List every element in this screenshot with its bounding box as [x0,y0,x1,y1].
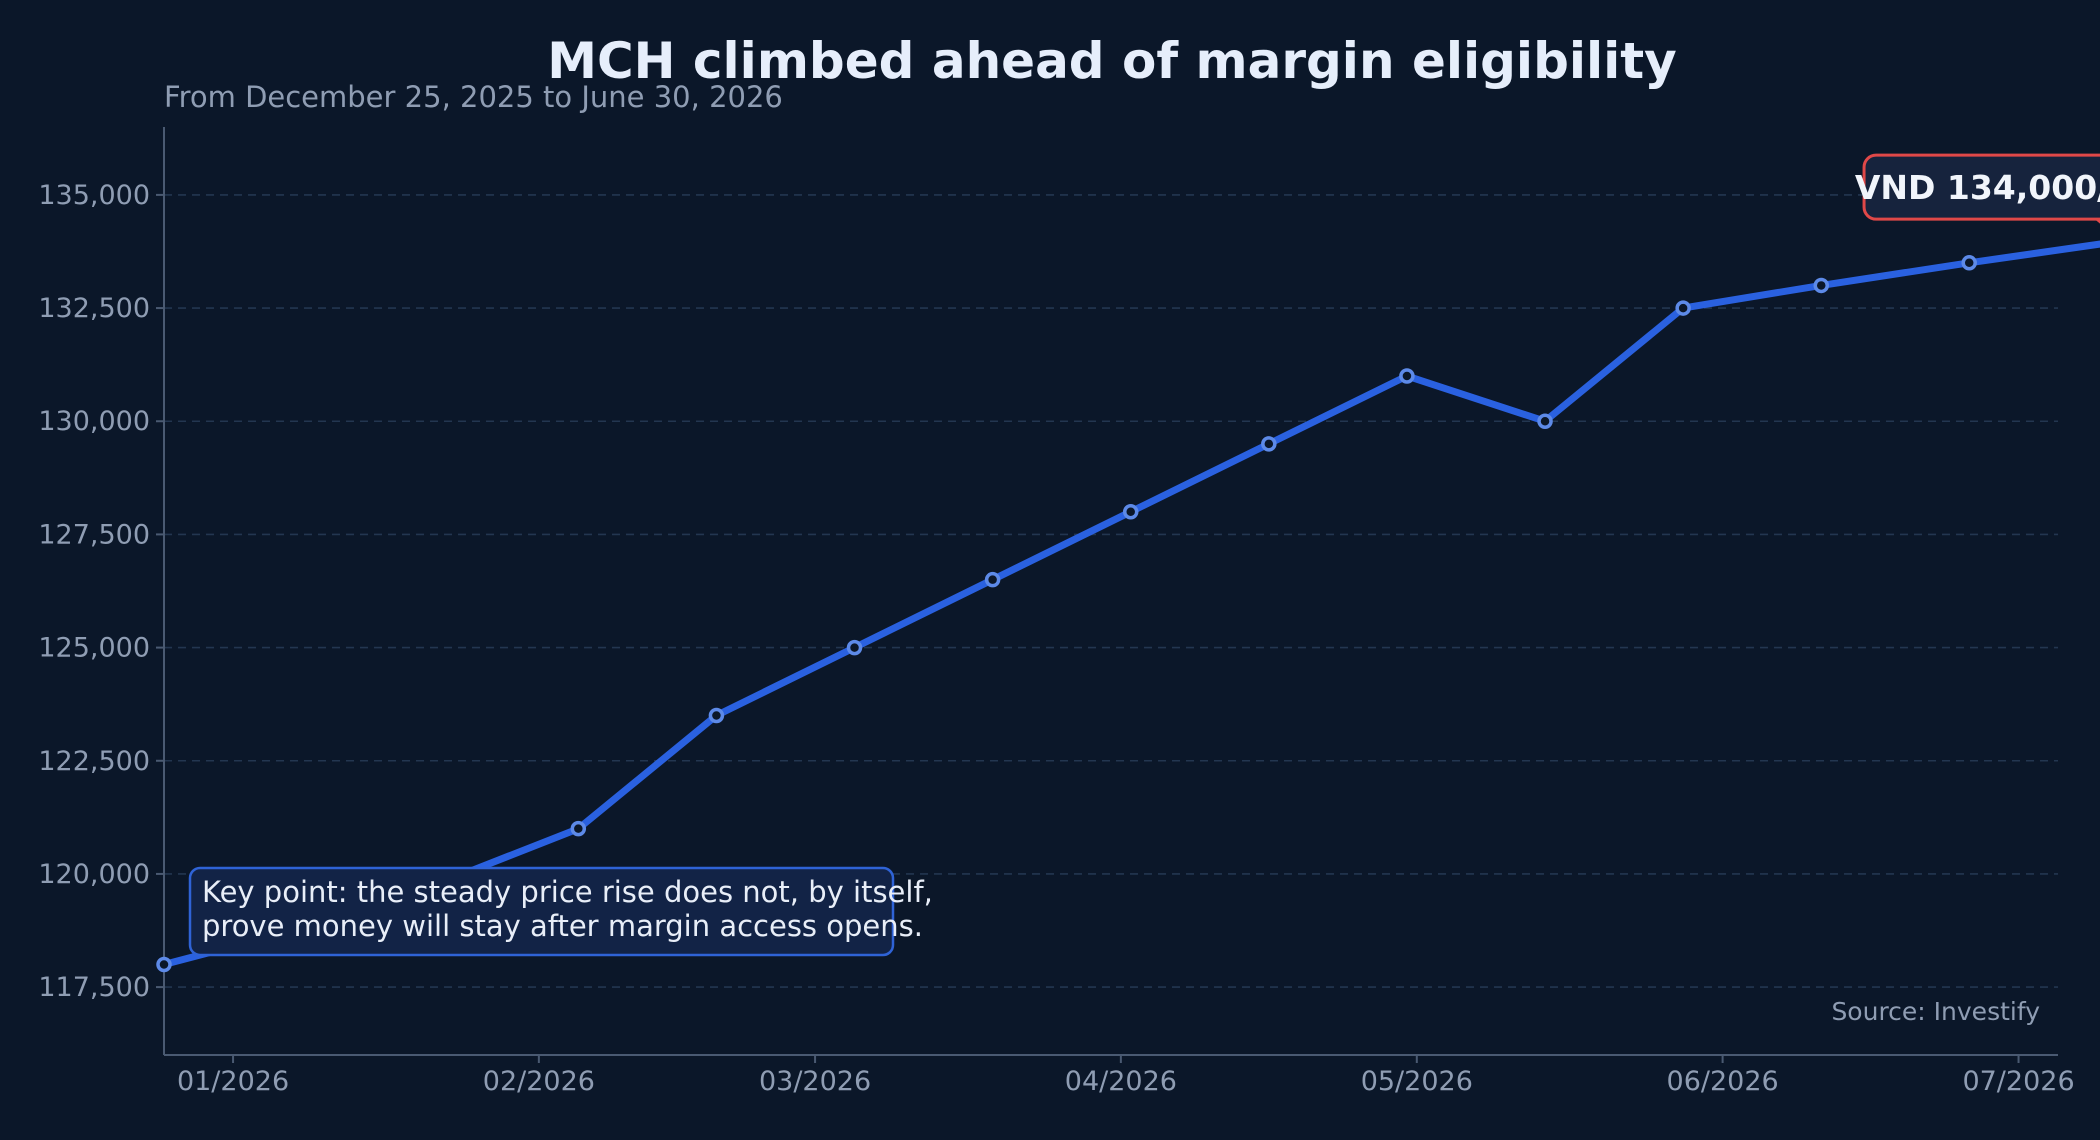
y-tick-label: 127,500 [38,519,150,550]
y-tick-label: 132,500 [38,293,150,324]
x-axis-ticks: 01/2026 02/2026 03/2026 04/2026 05/2026 06/20… [177,1055,2075,1097]
y-tick-label: 130,000 [38,406,150,437]
y-tick-label: 125,000 [38,633,150,664]
data-point [846,639,863,656]
data-point [984,571,1001,588]
y-tick-label: 120,000 [38,859,150,890]
data-points [156,255,1977,973]
y-tick-label: 122,500 [38,746,150,777]
x-tick-label: 04/2026 [1065,1066,1177,1097]
data-point [1961,255,1977,271]
data-point [708,707,725,724]
y-tick-label: 135,000 [38,180,150,211]
data-point [1261,436,1277,452]
y-axis-ticks: 117,500 120,000 122,500 125,000 127,500 130,0… [38,180,164,1003]
data-point [570,820,587,837]
callout-box [1862,153,2100,221]
key-point-note: Key point: the steady price rise does no… [188,866,933,957]
source-label: Source: Investify [1831,997,2040,1026]
x-tick-label: 02/2026 [483,1066,595,1097]
x-tick-label: 06/2026 [1667,1066,1779,1097]
data-point [1675,300,1691,316]
chart-subtitle: From December 25, 2025 to June 30, 2026 [164,80,783,114]
x-tick-label: 03/2026 [759,1066,871,1097]
data-point [156,956,172,973]
data-point [1813,277,1829,294]
x-tick-label: 01/2026 [177,1066,289,1097]
data-point [1537,413,1553,429]
chart-title: MCH climbed ahead of margin eligibility [547,32,1677,90]
y-tick-label: 117,500 [38,972,150,1003]
data-point [1122,504,1139,520]
note-box [188,866,895,957]
note-line-1: Key point: the steady price rise does no… [202,875,933,909]
note-line-2: prove money will stay after margin acces… [202,909,923,943]
highlight-callout: VND 134,000/share [1855,153,2100,224]
price-line [160,240,2100,968]
callout-label: VND 134,000/share [1855,168,2100,207]
data-point [1399,368,1415,384]
x-tick-label: 07/2026 [1962,1066,2074,1097]
x-tick-label: 05/2026 [1361,1066,1473,1097]
